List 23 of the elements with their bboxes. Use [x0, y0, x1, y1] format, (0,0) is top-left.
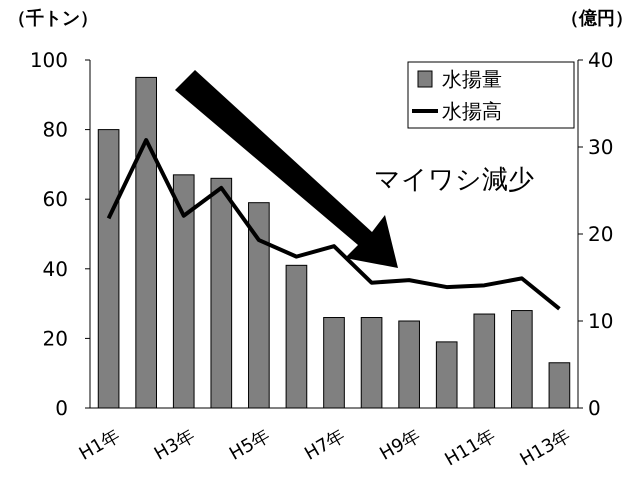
x-tick-label: H1年 [76, 425, 124, 465]
x-tick-label: H13年 [516, 425, 574, 470]
y-tick-label: 0 [55, 396, 68, 420]
y2-tick-label: 30 [588, 135, 614, 159]
x-tick-label: H9年 [376, 425, 424, 465]
y2-axis-title: （億円） [561, 8, 633, 29]
legend-label: 水揚量 [442, 67, 502, 91]
y-tick-label: 20 [42, 326, 68, 350]
y-tick-label: 100 [30, 48, 68, 72]
y-tick-label: 40 [42, 256, 68, 281]
x-tick-label: H5年 [226, 425, 274, 465]
y2-tick-label: 40 [588, 48, 614, 72]
legend-label: 水揚高 [442, 99, 502, 123]
x-tick-label: H3年 [150, 425, 199, 465]
y-axis-title: （千トン） [8, 8, 98, 29]
annotation: マイワシ減少 [374, 165, 534, 195]
x-tick-label: H7年 [301, 425, 349, 465]
y-tick-label: 80 [42, 118, 68, 142]
y2-tick-label: 10 [588, 309, 614, 333]
x-tick-label: H11年 [441, 425, 500, 470]
y-tick-label: 60 [42, 187, 68, 212]
y2-tick-label: 20 [588, 222, 614, 246]
y2-tick-label: 0 [588, 396, 601, 420]
